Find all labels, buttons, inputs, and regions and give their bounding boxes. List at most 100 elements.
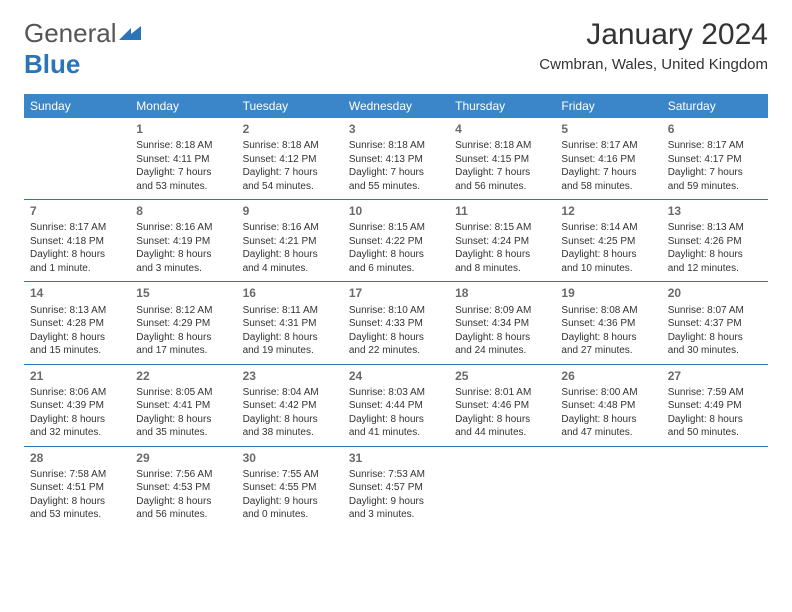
day-number: 29 (136, 450, 230, 466)
calendar-day-cell: 1Sunrise: 8:18 AMSunset: 4:11 PMDaylight… (130, 118, 236, 200)
daylight-text: Daylight: 8 hours (30, 248, 124, 262)
sunrise-text: Sunrise: 8:04 AM (243, 386, 337, 400)
daylight-text: Daylight: 8 hours (136, 495, 230, 509)
daylight-text: and 22 minutes. (349, 344, 443, 358)
daylight-text: Daylight: 8 hours (30, 413, 124, 427)
daylight-text: Daylight: 7 hours (455, 166, 549, 180)
sunset-text: Sunset: 4:29 PM (136, 317, 230, 331)
calendar-week-row: 28Sunrise: 7:58 AMSunset: 4:51 PMDayligh… (24, 446, 768, 528)
calendar-empty-cell (555, 446, 661, 528)
day-number: 31 (349, 450, 443, 466)
sunrise-text: Sunrise: 8:09 AM (455, 304, 549, 318)
day-number: 20 (668, 285, 762, 301)
sunset-text: Sunset: 4:12 PM (243, 153, 337, 167)
calendar-day-cell: 12Sunrise: 8:14 AMSunset: 4:25 PMDayligh… (555, 200, 661, 282)
sunrise-text: Sunrise: 7:58 AM (30, 468, 124, 482)
logo-text: General Blue (24, 18, 141, 80)
sunset-text: Sunset: 4:13 PM (349, 153, 443, 167)
sunset-text: Sunset: 4:28 PM (30, 317, 124, 331)
sunrise-text: Sunrise: 8:16 AM (136, 221, 230, 235)
day-number: 28 (30, 450, 124, 466)
calendar-day-cell: 27Sunrise: 7:59 AMSunset: 4:49 PMDayligh… (662, 364, 768, 446)
daylight-text: Daylight: 8 hours (455, 248, 549, 262)
calendar-day-cell: 29Sunrise: 7:56 AMSunset: 4:53 PMDayligh… (130, 446, 236, 528)
calendar-day-cell: 23Sunrise: 8:04 AMSunset: 4:42 PMDayligh… (237, 364, 343, 446)
header: General Blue January 2024 Cwmbran, Wales… (24, 18, 768, 80)
day-header: Saturday (662, 94, 768, 118)
day-number: 13 (668, 203, 762, 219)
day-number: 19 (561, 285, 655, 301)
calendar-day-cell: 21Sunrise: 8:06 AMSunset: 4:39 PMDayligh… (24, 364, 130, 446)
day-number: 27 (668, 368, 762, 384)
calendar-day-cell: 8Sunrise: 8:16 AMSunset: 4:19 PMDaylight… (130, 200, 236, 282)
logo-flag-icon (119, 18, 141, 49)
sunrise-text: Sunrise: 8:03 AM (349, 386, 443, 400)
daylight-text: Daylight: 8 hours (455, 331, 549, 345)
day-number: 26 (561, 368, 655, 384)
calendar-day-cell: 15Sunrise: 8:12 AMSunset: 4:29 PMDayligh… (130, 282, 236, 364)
daylight-text: and 17 minutes. (136, 344, 230, 358)
sunrise-text: Sunrise: 8:17 AM (30, 221, 124, 235)
daylight-text: Daylight: 8 hours (243, 248, 337, 262)
sunrise-text: Sunrise: 8:07 AM (668, 304, 762, 318)
daylight-text: and 1 minute. (30, 262, 124, 276)
calendar-day-cell: 31Sunrise: 7:53 AMSunset: 4:57 PMDayligh… (343, 446, 449, 528)
daylight-text: and 53 minutes. (30, 508, 124, 522)
sunset-text: Sunset: 4:41 PM (136, 399, 230, 413)
daylight-text: Daylight: 8 hours (561, 331, 655, 345)
sunset-text: Sunset: 4:18 PM (30, 235, 124, 249)
sunset-text: Sunset: 4:39 PM (30, 399, 124, 413)
logo-part1: General (24, 18, 117, 48)
daylight-text: and 27 minutes. (561, 344, 655, 358)
daylight-text: and 10 minutes. (561, 262, 655, 276)
sunset-text: Sunset: 4:17 PM (668, 153, 762, 167)
daylight-text: Daylight: 8 hours (30, 331, 124, 345)
sunset-text: Sunset: 4:34 PM (455, 317, 549, 331)
daylight-text: and 59 minutes. (668, 180, 762, 194)
daylight-text: Daylight: 8 hours (668, 413, 762, 427)
day-number: 12 (561, 203, 655, 219)
sunset-text: Sunset: 4:36 PM (561, 317, 655, 331)
day-header: Tuesday (237, 94, 343, 118)
sunset-text: Sunset: 4:11 PM (136, 153, 230, 167)
daylight-text: and 24 minutes. (455, 344, 549, 358)
sunrise-text: Sunrise: 8:01 AM (455, 386, 549, 400)
daylight-text: and 53 minutes. (136, 180, 230, 194)
daylight-text: and 50 minutes. (668, 426, 762, 440)
sunrise-text: Sunrise: 8:05 AM (136, 386, 230, 400)
day-number: 30 (243, 450, 337, 466)
daylight-text: Daylight: 7 hours (349, 166, 443, 180)
sunrise-text: Sunrise: 8:00 AM (561, 386, 655, 400)
calendar-day-cell: 28Sunrise: 7:58 AMSunset: 4:51 PMDayligh… (24, 446, 130, 528)
daylight-text: and 8 minutes. (455, 262, 549, 276)
day-number: 15 (136, 285, 230, 301)
day-header: Sunday (24, 94, 130, 118)
daylight-text: Daylight: 8 hours (349, 413, 443, 427)
sunset-text: Sunset: 4:57 PM (349, 481, 443, 495)
day-number: 21 (30, 368, 124, 384)
calendar-day-cell: 6Sunrise: 8:17 AMSunset: 4:17 PMDaylight… (662, 118, 768, 200)
daylight-text: Daylight: 8 hours (349, 248, 443, 262)
calendar-day-cell: 7 Sunrise: 8:17 AMSunset: 4:18 PMDaylight… (24, 200, 130, 282)
sunset-text: Sunset: 4:42 PM (243, 399, 337, 413)
sunrise-text: Sunrise: 7:53 AM (349, 468, 443, 482)
sunrise-text: Sunrise: 8:13 AM (30, 304, 124, 318)
day-number: 10 (349, 203, 443, 219)
daylight-text: and 41 minutes. (349, 426, 443, 440)
calendar-day-cell: 13Sunrise: 8:13 AMSunset: 4:26 PMDayligh… (662, 200, 768, 282)
daylight-text: Daylight: 7 hours (668, 166, 762, 180)
sunrise-text: Sunrise: 8:13 AM (668, 221, 762, 235)
daylight-text: Daylight: 8 hours (561, 413, 655, 427)
sunset-text: Sunset: 4:22 PM (349, 235, 443, 249)
calendar-body: 1Sunrise: 8:18 AMSunset: 4:11 PMDaylight… (24, 118, 768, 528)
calendar-day-cell: 3Sunrise: 8:18 AMSunset: 4:13 PMDaylight… (343, 118, 449, 200)
day-number: 7 (30, 203, 124, 219)
day-number: 1 (136, 121, 230, 137)
sunset-text: Sunset: 4:49 PM (668, 399, 762, 413)
sunset-text: Sunset: 4:24 PM (455, 235, 549, 249)
day-header: Monday (130, 94, 236, 118)
daylight-text: Daylight: 8 hours (455, 413, 549, 427)
sunset-text: Sunset: 4:33 PM (349, 317, 443, 331)
day-number: 22 (136, 368, 230, 384)
daylight-text: and 3 minutes. (349, 508, 443, 522)
